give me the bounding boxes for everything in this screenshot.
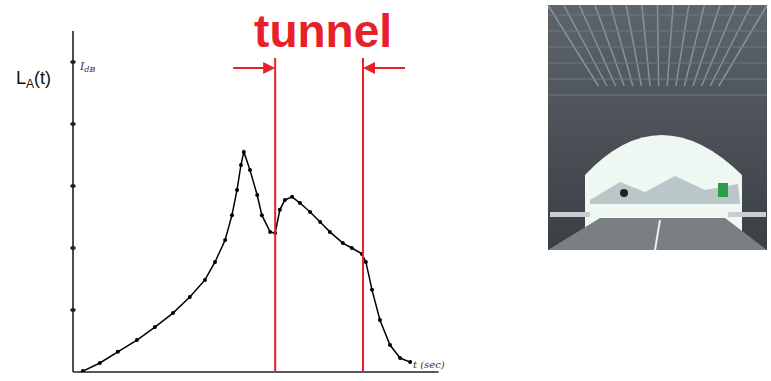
data-point bbox=[290, 195, 294, 199]
guardrail bbox=[728, 212, 766, 217]
ceiling-slat bbox=[719, 5, 767, 86]
data-point bbox=[116, 350, 120, 354]
data-point bbox=[388, 343, 392, 347]
data-point bbox=[188, 295, 192, 299]
arrow-head bbox=[363, 62, 375, 74]
data-point bbox=[308, 210, 312, 214]
data-point bbox=[328, 230, 332, 234]
ceiling-rib bbox=[548, 31, 767, 32]
tunnel-start-line bbox=[274, 58, 276, 372]
y-axis bbox=[72, 31, 74, 372]
data-point bbox=[81, 369, 85, 372]
page: LA(t) IdB t (sec) tunnel bbox=[0, 0, 771, 381]
guardrail bbox=[550, 212, 590, 217]
data-point bbox=[341, 241, 345, 245]
photo-bg bbox=[548, 5, 767, 250]
data-point bbox=[203, 278, 207, 282]
data-point bbox=[408, 360, 412, 364]
ceiling-slat bbox=[642, 5, 650, 86]
ceiling-slat bbox=[626, 5, 641, 86]
y-label-sub: A bbox=[26, 77, 34, 91]
arrow-head bbox=[263, 62, 275, 74]
y-label-part: (t) bbox=[34, 68, 51, 88]
lane-mark bbox=[655, 220, 660, 250]
data-point bbox=[153, 325, 157, 329]
mountains bbox=[590, 176, 740, 204]
data-point bbox=[283, 198, 287, 202]
ceiling-rib bbox=[548, 63, 767, 64]
data-point bbox=[98, 361, 102, 365]
y-tick-dot bbox=[71, 308, 75, 312]
figure: LA(t) IdB t (sec) tunnel bbox=[0, 0, 771, 381]
ceiling-slat bbox=[548, 5, 598, 86]
y-tick-dot bbox=[71, 60, 75, 64]
ceiling-slat bbox=[667, 5, 673, 86]
signal bbox=[620, 189, 628, 197]
data-point bbox=[268, 230, 272, 234]
data-point bbox=[248, 168, 252, 172]
tunnel-opening bbox=[585, 135, 742, 232]
data-point bbox=[298, 201, 302, 205]
y-tick-dot bbox=[71, 246, 75, 250]
ceiling-slat bbox=[595, 5, 624, 86]
data-point bbox=[255, 193, 259, 197]
ceiling-rib bbox=[548, 95, 767, 96]
y-label: LA(t) bbox=[16, 68, 51, 91]
data-point bbox=[278, 208, 282, 212]
y-unit: IdB bbox=[79, 60, 95, 74]
data-point bbox=[235, 188, 239, 192]
data-point bbox=[135, 338, 139, 342]
data-point bbox=[213, 260, 217, 264]
data-point bbox=[364, 260, 368, 264]
ceiling-slat bbox=[710, 5, 751, 86]
data-point bbox=[171, 311, 175, 315]
ceiling-rib bbox=[548, 47, 767, 48]
data-point bbox=[223, 238, 227, 242]
ceiling-slat bbox=[611, 5, 633, 86]
ceiling-rib bbox=[548, 79, 767, 80]
tunnel-photo bbox=[548, 5, 767, 250]
data-point bbox=[242, 150, 246, 154]
ceiling-rib bbox=[548, 15, 767, 16]
data-point bbox=[370, 288, 374, 292]
tunnel-label: tunnel bbox=[254, 5, 392, 57]
x-axis bbox=[73, 371, 439, 373]
ceiling-slat bbox=[658, 5, 659, 86]
road-sign bbox=[718, 183, 728, 197]
data-point bbox=[378, 318, 382, 322]
y-tick-dot bbox=[71, 184, 75, 188]
y-unit-sub: dB bbox=[84, 65, 95, 74]
data-point bbox=[239, 163, 243, 167]
data-line bbox=[83, 152, 410, 371]
data-point bbox=[350, 246, 354, 250]
data-point bbox=[230, 213, 234, 217]
data-point bbox=[318, 220, 322, 224]
y-label-part: L bbox=[16, 68, 26, 88]
road bbox=[548, 218, 767, 250]
y-tick-dot bbox=[71, 122, 75, 126]
data-point bbox=[260, 213, 264, 217]
tunnel-end-line bbox=[362, 58, 364, 372]
x-label: t (sec) bbox=[413, 359, 445, 370]
data-point bbox=[398, 356, 402, 360]
ceiling-slat bbox=[684, 5, 704, 86]
